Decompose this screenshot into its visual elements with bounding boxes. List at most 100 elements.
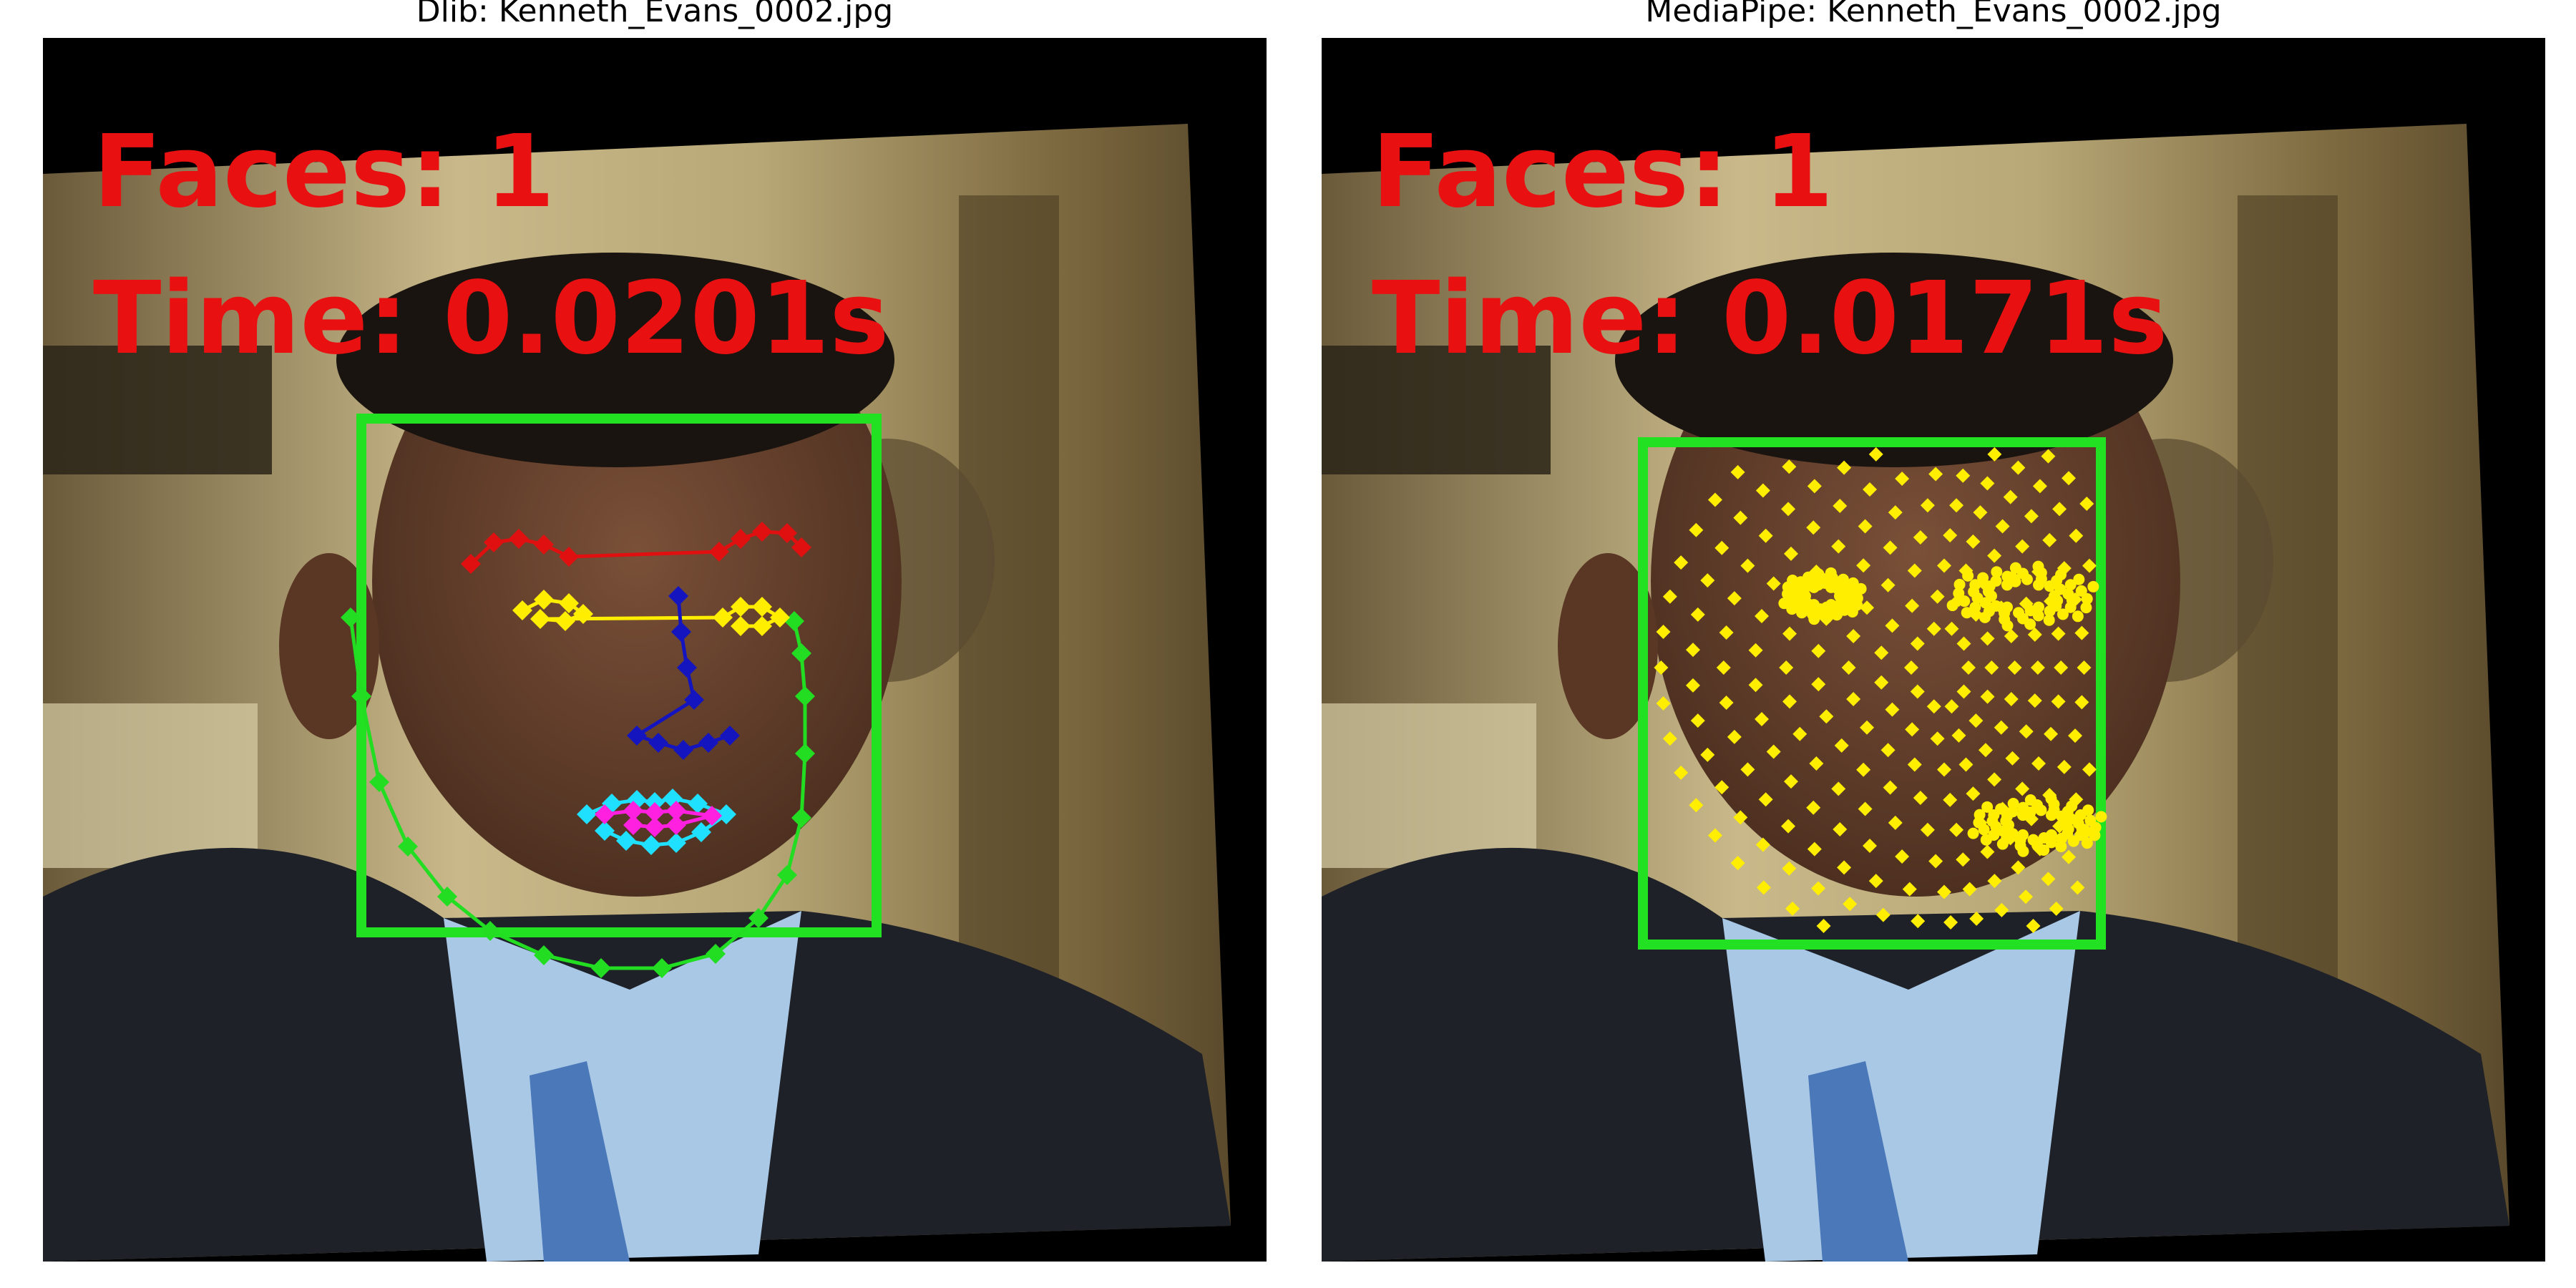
face-mesh-point	[1856, 762, 1871, 777]
jaw-landmark-point	[398, 836, 418, 857]
face-mesh-point	[1656, 624, 1671, 639]
face-mesh-point	[1781, 819, 1796, 834]
face-mesh-point	[1930, 731, 1945, 746]
face-mesh-point	[1937, 558, 1951, 573]
faces-count-text: Faces: 1	[93, 114, 555, 230]
face-mesh-point	[2087, 580, 2099, 592]
face-mesh-point	[1700, 573, 1715, 588]
face-mesh-point	[1690, 713, 1705, 728]
mediapipe-landmarks	[1654, 447, 2107, 934]
face-mesh-point	[1740, 558, 1755, 573]
face-mesh-point	[1981, 801, 1994, 813]
face-mesh-point	[1961, 607, 1973, 619]
left-panel-title: Dlib: Kenneth_Evans_0002.jpg	[416, 0, 894, 29]
face-mesh-point	[1907, 563, 1922, 578]
face-mesh-point	[1888, 815, 1903, 830]
face-mesh-point	[2038, 831, 2050, 844]
face-mesh-point	[2082, 762, 2097, 777]
face-mesh-point	[2007, 798, 2019, 810]
face-mesh-point	[1656, 696, 1671, 711]
face-mesh-point	[2007, 660, 2022, 675]
face-mesh-point	[1943, 915, 1958, 930]
face-mesh-point	[1782, 459, 1797, 474]
face-mesh-point	[2081, 592, 2093, 605]
eyes-landmark-point	[534, 590, 554, 610]
face-mesh-point	[1758, 792, 1773, 807]
face-mesh-point	[1674, 555, 1689, 570]
face-mesh-point	[1730, 856, 1745, 871]
face-mesh-point	[1755, 712, 1770, 727]
face-mesh-point	[1782, 694, 1797, 709]
nose-landmark-point	[627, 726, 647, 746]
face-mesh-point	[1748, 643, 1763, 658]
faces-count-text: Faces: 1	[1372, 114, 1833, 230]
face-mesh-point	[2068, 728, 2083, 743]
face-mesh-point	[2046, 809, 2057, 821]
inner-lips-landmark-point	[623, 815, 643, 835]
face-mesh-point	[1662, 589, 1677, 604]
face-mesh-point	[2073, 573, 2085, 585]
face-mesh-point	[2095, 811, 2107, 823]
face-mesh-point	[2069, 528, 2084, 543]
face-mesh-point	[1987, 874, 2002, 889]
face-mesh-point	[1792, 726, 1807, 741]
mediapipe-result-image: Faces: 1 Time: 0.0171s	[1322, 38, 2545, 1262]
face-mesh-point	[2052, 502, 2067, 517]
face-mesh-point	[1974, 809, 1986, 821]
jaw-landmark-point	[748, 908, 769, 928]
face-mesh-point	[1806, 520, 1821, 535]
face-bounding-box	[1638, 437, 2106, 950]
jaw-landmark-point	[437, 887, 457, 907]
face-mesh-point	[1980, 844, 1995, 859]
face-mesh-point	[1930, 589, 1945, 604]
detection-time-text: Time: 0.0171s	[1372, 260, 2168, 377]
face-mesh-point	[1837, 460, 1852, 475]
face-mesh-point	[1858, 519, 1873, 534]
face-mesh-point	[1904, 660, 1918, 675]
face-mesh-point	[1926, 621, 1941, 636]
face-mesh-point	[1833, 821, 1848, 836]
face-mesh-point	[2074, 695, 2089, 710]
face-mesh-point	[1944, 699, 1959, 714]
face-mesh-point	[2011, 860, 2026, 875]
face-mesh-point	[1956, 468, 1971, 483]
face-mesh-point	[1674, 765, 1689, 780]
face-mesh-point	[2051, 626, 2066, 641]
face-mesh-point	[2082, 558, 2097, 573]
face-mesh-point	[2017, 829, 2029, 841]
face-mesh-point	[2049, 901, 2064, 916]
face-mesh-point	[1910, 636, 1925, 651]
face-mesh-point	[2004, 692, 2019, 707]
face-mesh-point	[2064, 579, 2077, 591]
face-mesh-point	[1707, 492, 1722, 507]
face-mesh-point	[1685, 643, 1700, 658]
face-mesh-point	[1937, 762, 1951, 777]
eyebrows-landmark-point	[752, 522, 772, 542]
face-mesh-point	[2051, 694, 2066, 709]
face-mesh-point	[1707, 828, 1722, 843]
face-mesh-point	[1913, 790, 1928, 805]
face-mesh-point	[1834, 738, 1849, 753]
nose-landmark-point	[698, 733, 718, 753]
face-mesh-point	[2052, 819, 2067, 834]
face-mesh-point	[1966, 534, 1981, 549]
nose-landmark-point	[684, 690, 704, 710]
face-mesh-point	[1841, 660, 1856, 675]
face-mesh-point	[2064, 601, 2077, 613]
face-mesh-point	[1758, 528, 1773, 543]
face-mesh-point	[2077, 660, 2092, 675]
face-mesh-point	[2089, 829, 2101, 841]
face-mesh-point	[1895, 849, 1910, 864]
nose-landmark-point	[648, 733, 668, 753]
face-mesh-point	[2015, 539, 2030, 554]
face-mesh-point	[2070, 880, 2085, 895]
face-mesh-point	[1885, 702, 1900, 717]
face-mesh-point	[2055, 840, 2067, 852]
nose-landmark-point	[668, 586, 688, 606]
face-mesh-point	[1727, 591, 1742, 606]
face-mesh-point	[2026, 919, 2041, 934]
face-mesh-point	[1990, 575, 2002, 587]
face-mesh-point	[1987, 548, 2002, 563]
face-mesh-point	[2024, 605, 2036, 617]
face-mesh-point	[1953, 587, 1965, 600]
